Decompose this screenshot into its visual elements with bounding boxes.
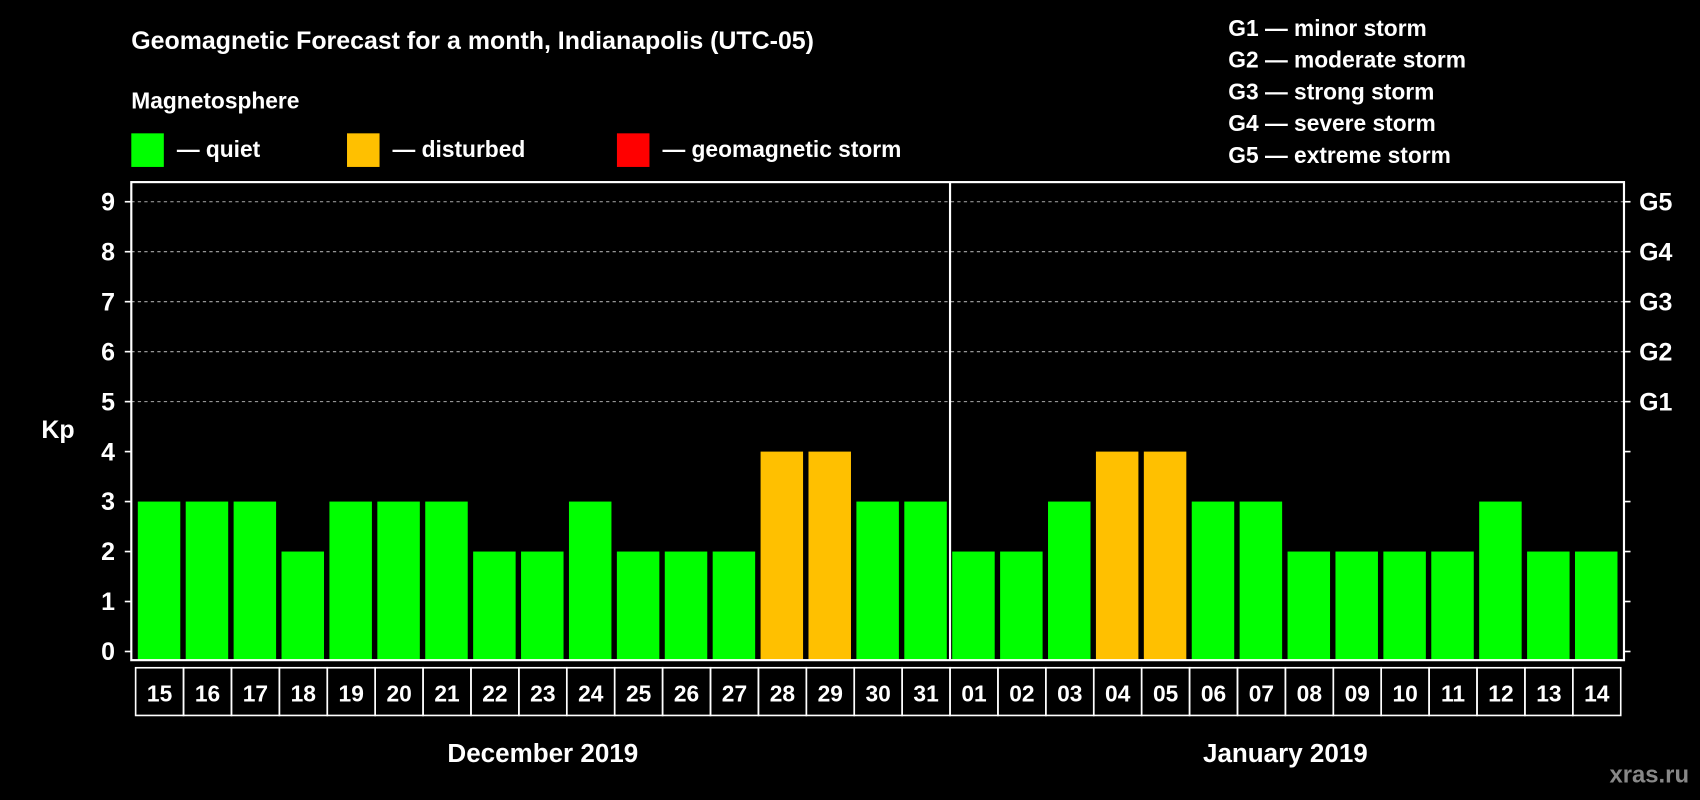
storm-level-label: G4 [1639,238,1672,266]
date-label: 24 [578,680,604,706]
bar-22 [473,551,516,661]
bar-03 [1048,501,1091,661]
bar-11 [1431,551,1474,661]
storm-level-label: G5 [1639,188,1672,216]
plot-frame [130,181,1626,662]
bar-18 [281,551,325,661]
y-tick-label: 0 [101,638,115,666]
date-label: 02 [1009,680,1034,706]
bar-28 [760,451,804,661]
legend-swatch [347,133,380,167]
date-label: 07 [1249,680,1274,706]
bar-10 [1383,551,1426,661]
date-label: 06 [1201,680,1226,706]
date-cell [1572,666,1622,717]
y-tick-label: 2 [101,538,115,566]
bar-05 [1143,451,1187,661]
date-label: 05 [1153,680,1179,706]
bar-30 [856,501,899,661]
bar-01 [952,551,995,661]
storm-scale-item: G4 — severe storm [1228,110,1435,136]
legend-label: — quiet [177,136,261,162]
bar-08 [1287,551,1331,661]
bar-24 [568,501,612,661]
y-tick-label: 7 [101,288,115,316]
bar-02 [1000,551,1043,661]
y-tick-label: 5 [101,388,115,416]
bar-26 [664,551,708,661]
date-label: 30 [866,680,891,706]
date-label: 31 [913,680,939,706]
storm-level-label: G2 [1639,338,1672,366]
bar-27 [712,551,756,661]
y-tick-label: 9 [101,188,115,216]
bar-25 [616,551,660,661]
legend-swatch [616,133,650,167]
y-tick-label: 3 [101,488,115,516]
month-label: December 2019 [447,738,638,768]
date-label: 29 [818,680,843,706]
bar-23 [521,551,564,661]
y-axis-label: Kp [41,416,74,444]
date-label: 01 [961,680,987,706]
y-tick-label: 6 [101,338,115,366]
chart-subtitle: Magnetosphere [131,87,299,113]
date-label: 10 [1392,680,1417,706]
date-label: 16 [195,680,220,706]
date-label: 21 [434,680,460,706]
legend-swatch [131,133,164,167]
date-label: 28 [770,680,795,706]
date-label: 26 [674,680,699,706]
date-label: 25 [626,680,652,706]
bar-13 [1527,551,1570,661]
bar-12 [1479,501,1522,661]
storm-scale-item: G2 — moderate storm [1228,47,1466,73]
bar-19 [329,501,372,661]
date-label: 15 [147,680,173,706]
date-label: 22 [482,680,507,706]
date-label: 12 [1488,680,1513,706]
legend-label: — disturbed [393,136,526,162]
date-label: 17 [243,680,268,706]
bar-21 [425,501,468,661]
bar-29 [808,451,851,661]
date-label: 04 [1105,680,1131,706]
bar-31 [904,501,947,661]
date-label: 20 [386,680,411,706]
date-label: 13 [1536,680,1561,706]
bar-16 [185,501,229,661]
date-label: 19 [339,680,364,706]
storm-level-label: G1 [1639,388,1672,416]
date-label: 27 [722,680,747,706]
bar-20 [377,501,420,661]
bar-14 [1574,551,1618,661]
month-label: January 2019 [1203,738,1368,768]
bar-04 [1095,451,1139,661]
storm-scale-item: G3 — strong storm [1228,78,1434,104]
bar-09 [1335,551,1378,661]
bar-06 [1191,501,1235,661]
y-tick-label: 4 [101,438,115,466]
storm-scale-item: G1 — minor storm [1228,15,1426,41]
y-tick-label: 8 [101,238,115,266]
legend-label: — geomagnetic storm [662,136,901,162]
chart-title: Geomagnetic Forecast for a month, Indian… [131,27,814,55]
storm-scale-item: G5 — extreme storm [1228,142,1451,168]
watermark: xras.ru [1610,762,1689,789]
date-label: 11 [1441,680,1465,706]
date-label: 18 [291,680,316,706]
bar-07 [1239,501,1283,661]
bar-15 [137,501,181,661]
date-label: 14 [1584,680,1610,706]
y-tick-label: 1 [101,588,115,616]
storm-level-label: G3 [1639,288,1672,316]
date-label: 03 [1057,680,1082,706]
date-label: 23 [530,680,555,706]
date-label: 09 [1345,680,1370,706]
date-label: 08 [1297,680,1322,706]
bar-17 [233,501,277,661]
